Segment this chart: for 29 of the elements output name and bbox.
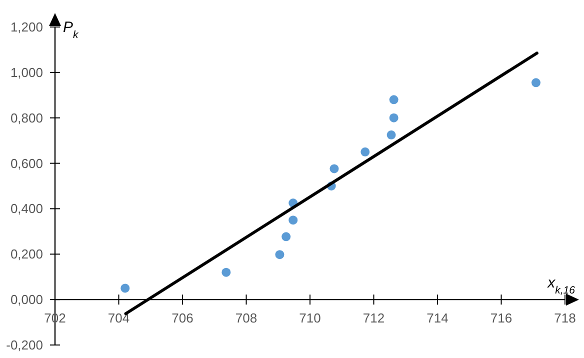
y-tick-label: 0,400 xyxy=(10,201,43,216)
point xyxy=(360,147,370,156)
y-tick-label: 1,200 xyxy=(10,20,43,34)
y-axis-title: P$_{k}$ xyxy=(63,19,80,41)
x-tick-label: 704 xyxy=(108,310,130,326)
point xyxy=(389,113,398,122)
point xyxy=(330,164,339,174)
y-tick-label: 0,800 xyxy=(10,110,43,126)
point xyxy=(389,95,398,104)
point xyxy=(386,130,396,140)
point xyxy=(288,216,298,225)
x-tick-label: 714 xyxy=(426,310,448,326)
x-tick-label: 710 xyxy=(299,310,321,326)
x-axis-title: x$_{k,16}$ xyxy=(546,274,576,297)
x-tick-label: 712 xyxy=(362,310,385,326)
point xyxy=(120,284,130,293)
y-tick-label: -0,200 xyxy=(6,338,43,352)
x-tick-label: 708 xyxy=(235,310,258,326)
y-tick-label: 0,600 xyxy=(10,156,43,171)
y-tick-label: 1,000 xyxy=(10,64,43,80)
x-tick-label: 706 xyxy=(172,310,194,326)
point xyxy=(275,250,284,260)
point xyxy=(222,268,231,277)
y-tick-label: 0,200 xyxy=(10,246,43,262)
x-tick-label: 718 xyxy=(554,310,576,326)
point xyxy=(282,232,291,242)
x-tick-label: 716 xyxy=(490,310,512,326)
y-tick-label: 0,000 xyxy=(10,292,43,308)
point xyxy=(531,78,540,88)
